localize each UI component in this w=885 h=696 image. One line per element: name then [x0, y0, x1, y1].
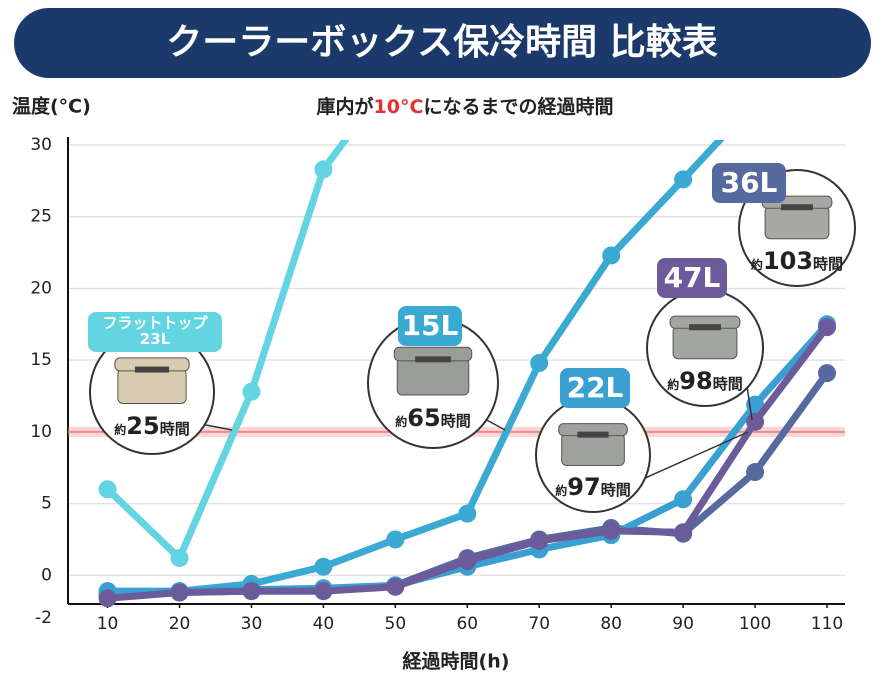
data-point: [674, 170, 693, 189]
unit: 時間: [600, 481, 631, 500]
x-tick-label: 110: [811, 614, 843, 634]
unit: 時間: [159, 419, 190, 438]
data-point: [746, 463, 765, 482]
hours: 25: [126, 411, 160, 440]
cooler-latch: [415, 356, 451, 363]
cooler-latch: [134, 366, 170, 373]
series-badge: 22L: [560, 368, 630, 408]
data-point: [530, 354, 549, 373]
series-badge: フラットトップ 23L: [88, 312, 222, 352]
x-tick-label: 40: [313, 614, 335, 634]
hours: 97: [567, 473, 601, 502]
x-tick-label: 10: [97, 614, 119, 634]
data-point: [602, 521, 621, 540]
approx: 約: [750, 257, 763, 272]
hours-label: 約103時間: [751, 247, 843, 275]
cooler-latch: [781, 204, 813, 211]
hours-label: 約98時間: [667, 367, 742, 395]
hours: 98: [679, 366, 713, 395]
y-tick-label: 25: [30, 207, 52, 227]
approx: 約: [667, 377, 680, 392]
subtitle: 庫内が10°Cになるまでの経過時間: [317, 95, 614, 118]
x-tick-label: 90: [672, 614, 694, 634]
hours-label: 約65時間: [395, 404, 470, 432]
x-tick-label: 50: [385, 614, 407, 634]
data-point: [674, 490, 693, 509]
data-point: [530, 531, 549, 550]
x-tick-label: 70: [528, 614, 550, 634]
x-axis-label: 経過時間(h): [403, 650, 510, 673]
x-tick-label: 100: [739, 614, 771, 634]
data-point: [458, 504, 477, 523]
data-point: [98, 589, 117, 608]
approx: 約: [114, 422, 127, 437]
data-point: [242, 582, 261, 601]
cooler-body: [764, 205, 830, 240]
x-tick-label: 30: [241, 614, 263, 634]
y-tick-label: 0: [41, 565, 52, 585]
data-point: [746, 93, 764, 111]
data-point: [314, 582, 333, 601]
y-axis-label: 温度(°C): [12, 95, 91, 118]
data-point: [314, 160, 333, 179]
hours-label: 約97時間: [555, 473, 630, 501]
hours: 65: [407, 403, 441, 432]
data-point: [170, 583, 189, 602]
y-tick-label: 30: [30, 135, 52, 155]
cooler-body: [396, 358, 470, 396]
title-banner: [14, 8, 871, 78]
approx: 約: [555, 484, 568, 499]
data-point: [314, 557, 333, 576]
data-point: [602, 246, 621, 265]
series-badge: 47L: [657, 258, 727, 298]
data-point: [386, 577, 405, 596]
data-point: [98, 480, 117, 499]
data-point: [386, 530, 405, 549]
y-tick-label: 10: [30, 422, 52, 442]
cooler-body: [561, 433, 625, 467]
subtitle-part: 庫内が: [317, 95, 374, 118]
data-point: [458, 551, 477, 570]
cooler-body: [672, 325, 738, 360]
hours-label: 約25時間: [114, 412, 189, 440]
data-point: [818, 364, 837, 383]
data-point: [170, 549, 189, 568]
cooler-latch: [689, 324, 721, 331]
y-tick-label: 5: [41, 494, 52, 514]
cooler-body: [117, 368, 187, 404]
y-tick-label: 20: [30, 278, 52, 298]
x-tick-label: 20: [169, 614, 191, 634]
unit: 時間: [813, 254, 844, 273]
data-point: [818, 318, 837, 337]
data-point: [746, 412, 765, 431]
cooler-latch: [577, 431, 609, 438]
hours: 103: [762, 246, 814, 275]
y-tick-label: 15: [30, 350, 52, 370]
data-point: [674, 523, 693, 542]
x-tick-label: 60: [456, 614, 478, 634]
subtitle-part: になるまでの経過時間: [423, 95, 613, 118]
approx: 約: [395, 414, 408, 429]
subtitle-part: 10°C: [374, 96, 424, 118]
data-point: [242, 382, 261, 401]
unit: 時間: [440, 411, 471, 430]
unit: 時間: [712, 374, 743, 393]
x-tick-label: 80: [600, 614, 622, 634]
y-tick-label: -2: [35, 608, 52, 628]
series-badge: 15L: [398, 306, 462, 346]
callout-line: [632, 431, 749, 485]
chart-title: クーラーボックス保冷時間 比較表: [166, 22, 717, 63]
series-badge: 36L: [712, 163, 786, 203]
